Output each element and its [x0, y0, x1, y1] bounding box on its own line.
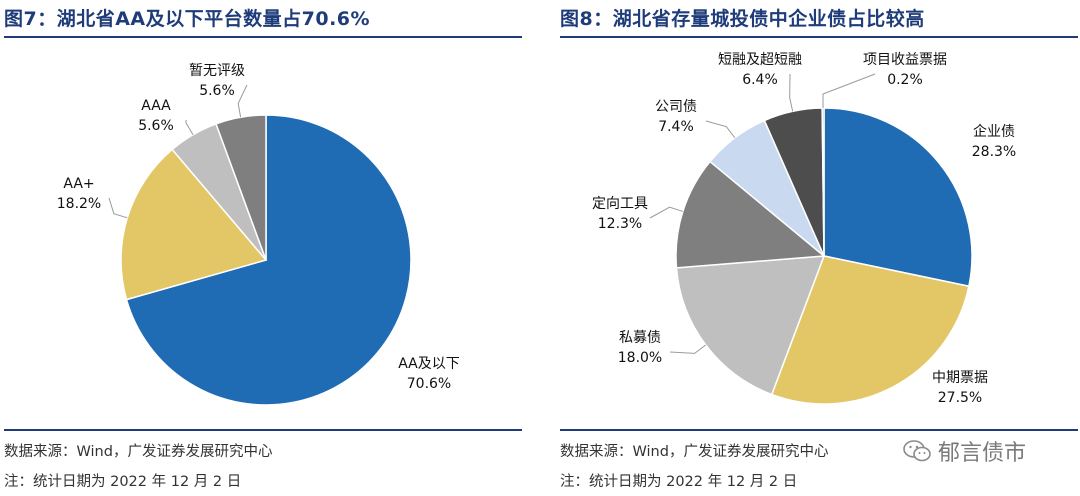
slice-value-label: 18.0% [618, 350, 662, 366]
right-bottom-divider [560, 429, 1078, 431]
right-chart-title: 图8：湖北省存量城投债中企业债占比较高 [560, 8, 925, 30]
leader-line [649, 206, 684, 219]
leader-line [705, 120, 736, 139]
slice-value-label: 27.5% [938, 390, 982, 406]
pie-slice-right-2 [675, 255, 826, 396]
pie-slice-left-1 [120, 148, 268, 301]
slice-value-label: 12.3% [598, 216, 642, 232]
leader-line [108, 197, 128, 219]
right-chart-panel: 图8：湖北省存量城投债中企业债占比较高 企业债 28.3% 中期票据 27.5% 私募债… [560, 0, 1078, 496]
slice-value-label: 18.2% [57, 196, 101, 212]
pie-slice-left-0 [125, 114, 412, 406]
left-bottom-divider [4, 429, 522, 431]
slice-value-label: 70.6% [407, 376, 451, 392]
slice-label: AAA [141, 98, 171, 114]
left-chart-title: 图7：湖北省AA及以下平台数量占70.6% [4, 8, 371, 30]
slice-label: 企业债 [973, 123, 1015, 140]
slice-label: 项目收益票据 [863, 52, 947, 68]
pie-slice-right-6 [821, 107, 825, 257]
slice-value-label: 28.3% [972, 144, 1016, 160]
watermark: 郁言债市 [902, 436, 1026, 466]
slice-value-label: 7.4% [658, 119, 694, 135]
right-source-note: 数据来源：Wind，广发证券发展研究中心 [560, 444, 829, 460]
pie-slice-left-3 [215, 114, 267, 261]
slice-label: 暂无评级 [189, 63, 245, 79]
slice-label: 中期票据 [932, 370, 988, 386]
slice-label: AA及以下 [398, 356, 460, 372]
left-source-note: 数据来源：Wind，广发证券发展研究中心 [4, 444, 273, 460]
left-date-note: 注：统计日期为 2022 年 12 月 2 日 [4, 474, 242, 490]
right-date-note: 注：统计日期为 2022 年 12 月 2 日 [560, 474, 798, 490]
leader-line [669, 344, 707, 354]
leader-line [822, 73, 876, 109]
leader-line [237, 84, 248, 118]
left-chart-panel: 图7：湖北省AA及以下平台数量占70.6% AA及以下 70.6% AA+ 18.2%… [4, 0, 522, 496]
leader-line [789, 73, 794, 112]
left-pie-chart: AA及以下 70.6% AA+ 18.2% AAA 5.6% 暂无评级 5.6% [57, 63, 460, 406]
slice-label: 公司债 [655, 99, 697, 115]
slice-value-label: 5.6% [199, 83, 235, 99]
slice-label: 私募债 [619, 330, 661, 346]
slice-label: AA+ [63, 176, 94, 192]
right-pie-chart: 企业债 28.3% 中期票据 27.5% 私募债 18.0% 定向工具 12.3% 公司债 7.4… [592, 52, 1016, 406]
pie-slice-right-0 [823, 107, 973, 288]
slice-label: 定向工具 [592, 196, 648, 212]
slice-label: 短融及超短融 [718, 52, 802, 68]
wechat-icon [903, 440, 931, 462]
pie-slice-right-1 [770, 255, 970, 405]
leader-line [185, 119, 194, 135]
left-title-divider [4, 36, 522, 38]
slice-value-label: 5.6% [138, 118, 174, 134]
watermark-text: 郁言债市 [938, 441, 1027, 466]
pie-slice-right-3 [675, 160, 826, 269]
right-title-divider [560, 36, 1078, 38]
slice-value-label: 0.2% [887, 72, 923, 88]
slice-value-label: 6.4% [742, 72, 778, 88]
